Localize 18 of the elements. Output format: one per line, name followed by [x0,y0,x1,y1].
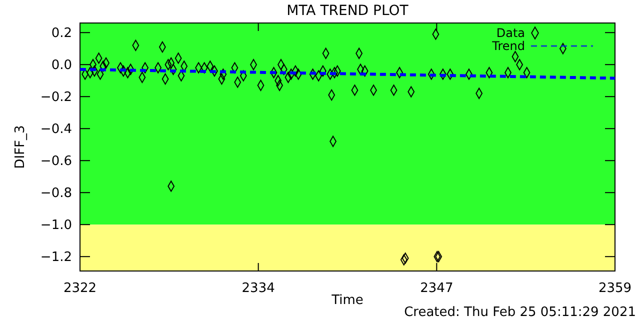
y-tick-label: 0.2 [51,26,72,41]
y-axis-title: DIFF_3 [13,125,28,169]
y-tick-label: 0.0 [51,58,72,73]
chart-title: MTA TREND PLOT [286,3,409,19]
y-tick-label: −0.6 [40,154,72,169]
y-tick-label: −1.0 [40,218,72,233]
y-tick-label: −0.2 [40,90,72,105]
x-tick-label: 2347 [420,281,454,296]
x-tick-label: 2359 [598,281,632,296]
x-axis-title: Time [330,293,364,308]
legend-label: Data [496,26,525,40]
x-tick-label: 2322 [63,281,97,296]
y-tick-label: −0.4 [40,122,72,137]
y-tick-label: −0.8 [40,186,72,201]
text: Created: Thu Feb 25 05:11:29 2021 [404,305,636,320]
series-label: Trend [491,39,525,53]
x-tick-label: 2334 [242,281,275,296]
y-tick-label: −1.2 [40,250,72,265]
